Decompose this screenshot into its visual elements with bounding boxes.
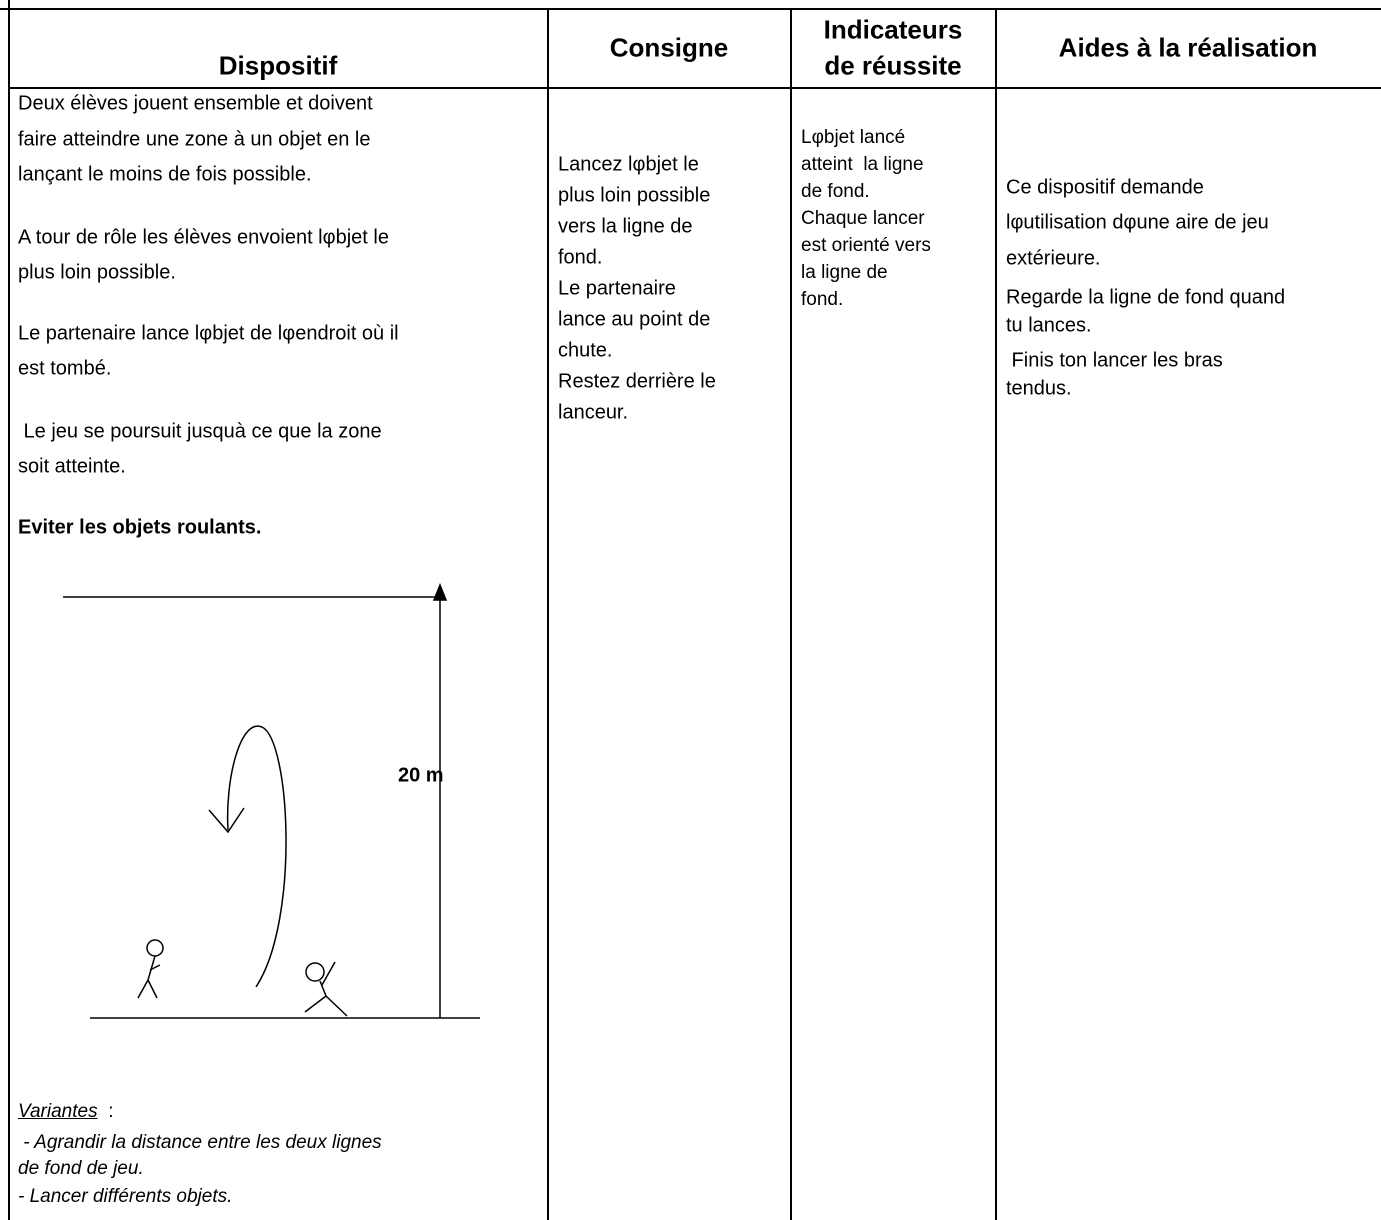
- text-line: Finis ton lancer les bras: [1006, 349, 1223, 372]
- text-line: tendus.: [1006, 377, 1072, 400]
- text-line: soit atteinte.: [18, 455, 126, 478]
- text-line: vers la ligne de: [558, 215, 693, 238]
- warning: Eviter les objets roulants.: [18, 516, 262, 539]
- header-cell: Dispositif: [218, 50, 338, 81]
- variante-line: - Agrandir la distance entre les deux li…: [18, 1132, 382, 1153]
- text-line: de fond.: [801, 181, 870, 202]
- text-line: Deux élèves jouent ensemble et doivent: [18, 92, 373, 115]
- header-cell: de réussite: [824, 50, 962, 81]
- header-cell: Aides à la réalisation: [1058, 32, 1318, 63]
- text-line: la ligne de: [801, 262, 888, 283]
- text-line: Lφbjet lancé: [801, 127, 906, 148]
- text-line: Le jeu se poursuit jusquà ce que la zone: [18, 420, 382, 443]
- text-line: atteint la ligne: [801, 154, 924, 175]
- text-line: faire atteindre une zone à un objet en l…: [18, 128, 371, 151]
- text-line: A tour de rôle les élèves envoient lφbje…: [18, 226, 389, 249]
- text-line: Ce dispositif demande: [1006, 176, 1204, 199]
- text-line: lanceur.: [558, 401, 629, 424]
- text-line: plus loin possible: [558, 184, 711, 207]
- text-line: Le partenaire: [558, 277, 676, 300]
- header-cell: Indicateurs: [823, 14, 963, 45]
- variante-line: - Lancer différents objets.: [18, 1186, 233, 1207]
- text-line: extérieure.: [1006, 247, 1101, 270]
- distance-label: 20 m: [398, 764, 444, 787]
- text-line: Lancez lφbjet le: [558, 153, 699, 176]
- variante-line: de fond de jeu.: [18, 1158, 144, 1179]
- text-line: Regarde la ligne de fond quand: [1006, 286, 1286, 309]
- variantes-suffix: :: [103, 1101, 114, 1122]
- text-line: chute.: [558, 339, 613, 362]
- header-cell: Consigne: [609, 32, 729, 63]
- text-line: Chaque lancer: [801, 208, 925, 229]
- text-line: lφutilisation dφune aire de jeu: [1006, 211, 1269, 234]
- text-line: est orienté vers: [801, 235, 931, 256]
- text-line: tu lances.: [1006, 314, 1092, 337]
- text-line: fond.: [801, 289, 844, 310]
- text-line: plus loin possible.: [18, 261, 176, 284]
- diagram: [63, 582, 480, 1019]
- text-line: lançant le moins de fois possible.: [18, 163, 312, 186]
- text-line: Restez derrière le: [558, 370, 716, 393]
- text-line: Le partenaire lance lφbjet de lφendroit …: [18, 322, 399, 345]
- text-line: fond.: [558, 246, 603, 269]
- text-line: est tombé.: [18, 357, 112, 380]
- variantes-label: Variantes: [18, 1101, 98, 1122]
- text-line: lance au point de: [558, 308, 711, 331]
